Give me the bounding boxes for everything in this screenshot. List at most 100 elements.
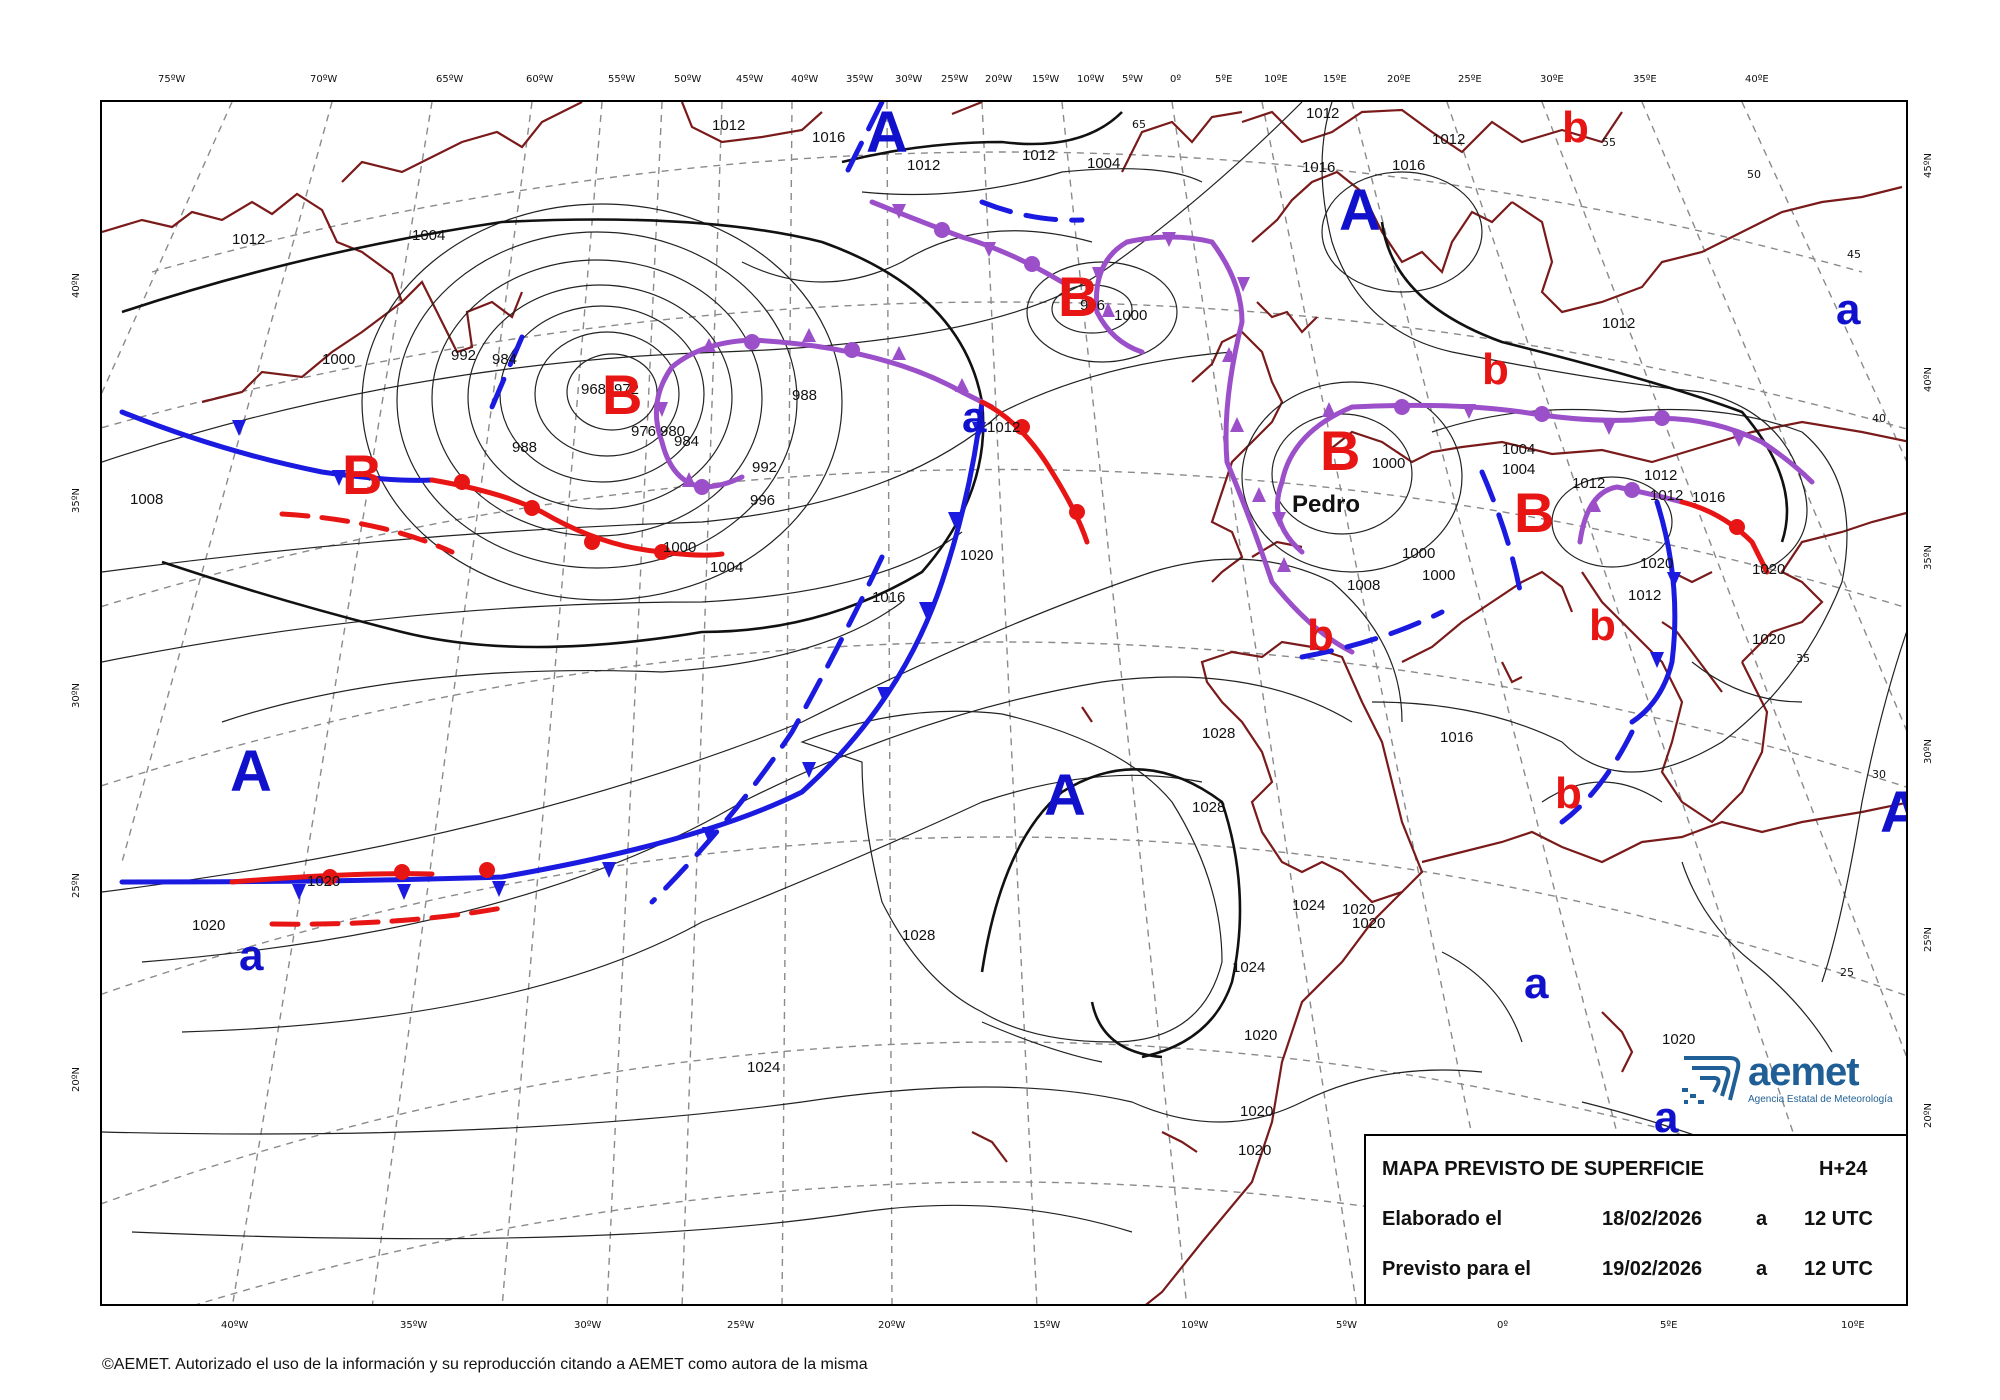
svg-text:1012: 1012 <box>232 231 265 248</box>
svg-text:1020: 1020 <box>1240 1103 1273 1120</box>
svg-text:1016: 1016 <box>1440 729 1473 746</box>
valid-date: 19/02/2026 <box>1602 1258 1703 1280</box>
isobars <box>102 102 1906 1240</box>
svg-text:980: 980 <box>660 423 685 440</box>
svg-text:45: 45 <box>1847 248 1861 261</box>
low-center-ireland: B <box>1058 265 1098 328</box>
longitude-label: 75ºW <box>158 74 186 85</box>
high-center-east: A <box>1880 780 1908 845</box>
latitude-label: 25ºN <box>70 873 82 898</box>
longitude-label: 10ºE <box>1264 74 1288 85</box>
latitude-label: 40ºN <box>1922 367 1934 392</box>
high-center-scandinavia: A <box>1339 178 1381 243</box>
longitude-label: 5ºE <box>1215 74 1233 85</box>
svg-text:25: 25 <box>1840 966 1854 979</box>
cold-front-west <box>119 409 435 483</box>
svg-text:1004: 1004 <box>412 227 445 244</box>
svg-text:1020: 1020 <box>192 917 225 934</box>
weak-low-label: b <box>1482 345 1509 394</box>
svg-text:30: 30 <box>1872 768 1886 781</box>
weak-low-label: b <box>1555 769 1582 818</box>
svg-text:35: 35 <box>1796 652 1810 665</box>
logo-subtitle: Agencia Estatal de Meteorología <box>1748 1094 1893 1105</box>
warm-front-med <box>1679 499 1770 575</box>
svg-text:992: 992 <box>451 347 476 364</box>
svg-text:1000: 1000 <box>663 539 696 556</box>
issued-time: 12 UTC <box>1804 1208 1873 1230</box>
issued-label: Elaborado el <box>1382 1208 1503 1230</box>
svg-text:65: 65 <box>1132 118 1146 131</box>
trough-pedro <box>1299 609 1445 660</box>
occluded-front-ireland <box>1093 239 1145 355</box>
longitude-label: 30ºW <box>895 74 923 85</box>
svg-text:40: 40 <box>1872 412 1886 425</box>
longitude-label: 20ºE <box>1387 74 1411 85</box>
svg-text:50: 50 <box>1747 168 1761 181</box>
longitude-label: 10ºW <box>1181 1320 1209 1331</box>
svg-text:1024: 1024 <box>1292 897 1325 914</box>
svg-text:1016: 1016 <box>1302 159 1335 176</box>
svg-text:1004: 1004 <box>710 559 743 576</box>
longitude-label: 70ºW <box>310 74 338 85</box>
svg-text:1012: 1012 <box>1432 131 1465 148</box>
svg-text:996: 996 <box>750 492 775 509</box>
issued-date: 18/02/2026 <box>1602 1208 1703 1230</box>
isobar-labels: 1012 1016 1012 1012 1004 1004 1012 1016 … <box>130 105 1785 1172</box>
longitude-label: 20ºW <box>878 1320 906 1331</box>
longitude-label: 10ºE <box>1841 1320 1865 1331</box>
svg-text:1012: 1012 <box>907 157 940 174</box>
aemet-spiral-logo-icon <box>1682 1056 1741 1104</box>
map-title: MAPA PREVISTO DE SUPERFICIE <box>1382 1158 1704 1180</box>
longitude-label: 40ºW <box>221 1320 249 1331</box>
svg-text:1000: 1000 <box>1372 455 1405 472</box>
svg-text:1020: 1020 <box>1752 561 1785 578</box>
svg-text:1012: 1012 <box>1628 587 1661 604</box>
svg-text:972: 972 <box>614 381 639 398</box>
longitude-label: 15ºW <box>1032 74 1060 85</box>
svg-text:1000: 1000 <box>1114 307 1147 324</box>
svg-text:1020: 1020 <box>1752 631 1785 648</box>
longitude-label: 60ºW <box>526 74 554 85</box>
latitude-label: 25ºN <box>1922 927 1934 952</box>
latitude-label: 20ºN <box>70 1067 82 1092</box>
cold-front <box>119 399 985 885</box>
weak-low-label: b <box>1307 611 1334 660</box>
longitude-label: 30ºW <box>574 1320 602 1331</box>
svg-text:1028: 1028 <box>1202 725 1235 742</box>
high-center-azores: A <box>1044 763 1086 828</box>
svg-text:1020: 1020 <box>307 873 340 890</box>
longitude-label: 20ºW <box>985 74 1013 85</box>
warm-dashed-front <box>269 905 505 927</box>
longitude-label: 45ºW <box>736 74 764 85</box>
longitude-label: 15ºE <box>1323 74 1347 85</box>
longitude-label: 5ºW <box>1336 1320 1357 1331</box>
svg-text:1016: 1016 <box>812 129 845 146</box>
bold-isobars <box>121 111 1789 1059</box>
high-center-west: A <box>230 739 272 804</box>
storm-name-label: Pedro <box>1292 491 1360 518</box>
svg-text:1012: 1012 <box>1602 315 1635 332</box>
svg-text:992: 992 <box>752 459 777 476</box>
longitude-label: 0º <box>1497 1320 1509 1331</box>
svg-text:1004: 1004 <box>1502 461 1535 478</box>
svg-text:996: 996 <box>1080 297 1105 314</box>
aemet-logo: aemet Agencia Estatal de Meteorología <box>1680 1050 1910 1110</box>
svg-text:1028: 1028 <box>902 927 935 944</box>
svg-text:1012: 1012 <box>1644 467 1677 484</box>
surface-weather-map: 1012 1016 1012 1012 1004 1004 1012 1016 … <box>100 100 1908 1306</box>
svg-text:1016: 1016 <box>1392 157 1425 174</box>
longitude-label: 25ºE <box>1458 74 1482 85</box>
weak-high-label: a <box>1654 1093 1679 1142</box>
longitude-label: 15ºW <box>1033 1320 1061 1331</box>
weak-high-label: a <box>239 931 264 980</box>
longitude-label: 50ºW <box>674 74 702 85</box>
latitude-label: 20ºN <box>1922 1103 1934 1128</box>
latitude-label: 30ºN <box>1922 739 1934 764</box>
svg-text:1024: 1024 <box>1232 959 1265 976</box>
latitude-label: 35ºN <box>1922 545 1934 570</box>
svg-text:1020: 1020 <box>1662 1031 1695 1048</box>
coastlines <box>102 102 1906 1304</box>
svg-text:1020: 1020 <box>1238 1142 1271 1159</box>
svg-text:1020: 1020 <box>1640 555 1673 572</box>
svg-text:988: 988 <box>792 387 817 404</box>
